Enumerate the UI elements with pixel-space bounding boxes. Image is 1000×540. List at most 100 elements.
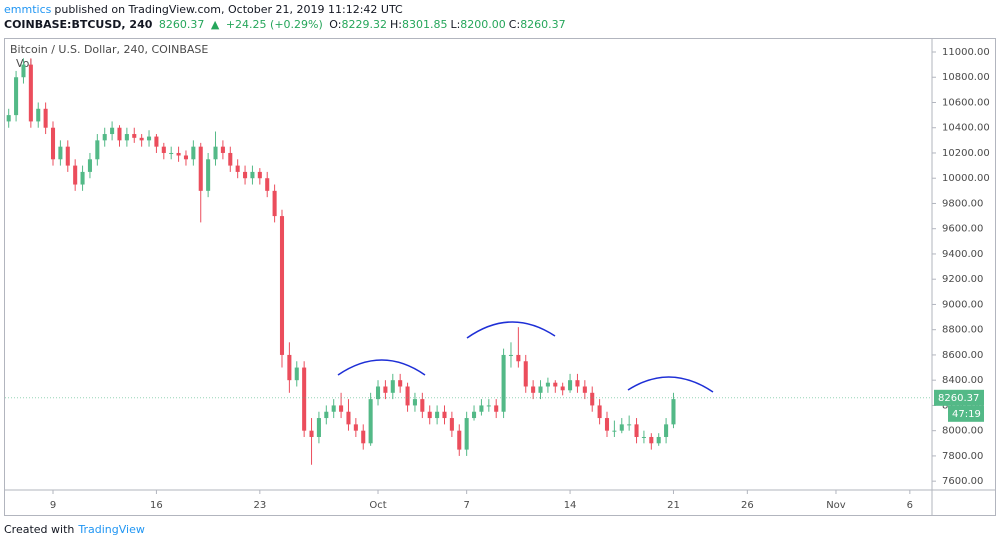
candle-body (169, 152, 174, 154)
y-tick-label: 10800.00 (942, 72, 990, 83)
candle-body (671, 399, 676, 425)
arrow: ▲ (210, 18, 220, 31)
candle-body (147, 136, 152, 141)
symbol: COINBASE:BTCUSD, 240 (4, 18, 153, 31)
candle-body (154, 136, 159, 147)
footer-brand[interactable]: TradingView (78, 523, 145, 536)
y-tick-label: 9400.00 (942, 249, 983, 260)
y-tick-label: 10400.00 (942, 123, 990, 134)
candle-body (346, 411, 351, 425)
candle-body (331, 405, 336, 412)
author[interactable]: emmtics (4, 3, 52, 16)
ohlc-label: O: (329, 18, 342, 31)
candle-body (641, 436, 646, 438)
y-tick-label: 8000.00 (942, 426, 983, 437)
ohlc-label: C: (508, 18, 521, 31)
ohlc-value: 8301.85 (401, 18, 448, 31)
x-tick-label: 16 (150, 500, 163, 511)
arc (627, 376, 714, 393)
candle-body (309, 430, 314, 437)
candle-body (73, 165, 78, 185)
candle-body (117, 127, 122, 141)
x-tick-label: 21 (667, 500, 680, 511)
candle-body (353, 424, 358, 431)
candle-body (420, 399, 425, 412)
candle-body (339, 405, 344, 412)
candle-body (132, 134, 137, 138)
candle-body (235, 165, 240, 172)
y-tick-label: 10000.00 (942, 173, 990, 184)
x-tick-label: 14 (564, 500, 577, 511)
x-tick-label: 9 (50, 500, 56, 511)
y-tick-label: 9000.00 (942, 299, 983, 310)
arc (337, 359, 426, 376)
countdown-box (948, 405, 984, 422)
candle-body (80, 171, 85, 185)
candle-body (110, 127, 115, 135)
candle-body (619, 424, 624, 431)
candle-body (442, 411, 447, 419)
y-tick-label: 8600.00 (942, 350, 983, 361)
y-tick-label: 9800.00 (942, 198, 983, 209)
candle-body (228, 152, 233, 166)
candle-body (486, 405, 491, 407)
ohlc-value: 8229.32 (341, 18, 387, 31)
candle-body (183, 155, 188, 160)
chart-title: Bitcoin / U.S. Dollar, 240, COINBASE (10, 43, 208, 56)
y-tick-label: 10200.00 (942, 148, 990, 159)
vol-label: Vol (16, 57, 32, 70)
candle-body (65, 146, 70, 166)
candle-body (95, 140, 100, 160)
candle-body (316, 418, 321, 437)
candle-body (501, 354, 506, 412)
candle-body (457, 430, 462, 450)
x-tick-label: Nov (826, 500, 846, 511)
candle-body (368, 399, 373, 444)
candle-body (28, 64, 33, 122)
candle-body (161, 146, 166, 153)
candle-body (390, 380, 395, 393)
candle-body (43, 108, 48, 128)
last: 8260.37 (158, 18, 205, 31)
symbol-line: COINBASE:BTCUSD, 240 8260.37 ▲ +24.25 (+… (4, 18, 572, 31)
candle-body (361, 430, 366, 444)
candle-body (508, 354, 514, 356)
last-price-box (934, 389, 984, 406)
chart: Bitcoin / U.S. Dollar, 240, COINBASE Vol… (4, 38, 996, 516)
candle-body (545, 382, 550, 387)
candle-body (383, 386, 388, 393)
countdown: 47:19 (952, 409, 981, 420)
candle-body (479, 405, 484, 412)
candle-body (272, 190, 277, 217)
candle-body (398, 380, 403, 387)
candle-body (538, 386, 543, 393)
candle-body (435, 411, 440, 419)
candle-body (294, 367, 299, 381)
ohlc-label: H: (389, 18, 402, 31)
candle-body (124, 134, 129, 141)
candle-body (250, 171, 255, 179)
candle-body (627, 424, 632, 426)
last-price-label: 8260.37 (938, 393, 979, 404)
publish-line: emmtics published on TradingView.com, Oct… (4, 3, 406, 16)
candle-body (198, 146, 203, 191)
candle-body (14, 77, 19, 116)
candle-body (582, 386, 587, 393)
candle-body (87, 159, 92, 172)
candle-body (302, 367, 307, 431)
candle-body (412, 399, 417, 406)
y-tick-label: 7600.00 (942, 476, 983, 487)
candle-body (265, 178, 270, 191)
y-tick-label: 10600.00 (942, 97, 990, 108)
x-tick-label: 7 (463, 500, 469, 511)
candle-body (58, 146, 63, 160)
candle-body (21, 64, 26, 78)
candle-body (324, 411, 329, 419)
candle-body (191, 146, 196, 160)
candle-body (220, 146, 225, 153)
candle-body (206, 159, 211, 191)
candle-body (375, 386, 381, 400)
x-tick-label: 26 (741, 500, 754, 511)
candle-body (634, 424, 639, 437)
